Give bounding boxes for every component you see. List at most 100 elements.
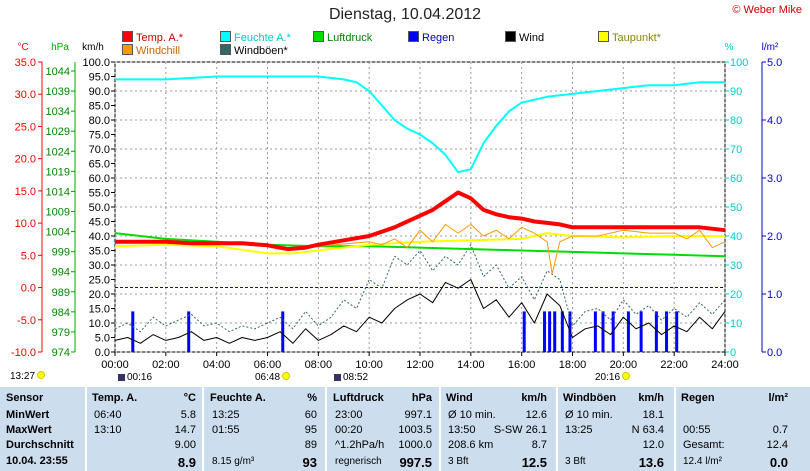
axis-unit-label: % xyxy=(725,42,734,53)
table-cell-note: 23:00 xyxy=(335,409,363,421)
sun-icon xyxy=(282,372,291,380)
copyright-text: © Weber Mike xyxy=(732,4,802,16)
event-sun: 13:27 xyxy=(10,371,46,382)
table-cell-note: 8.15 g/m³ xyxy=(212,456,255,467)
x-tick-label: 14:00 xyxy=(457,359,485,371)
legend-label: Feuchte A.* xyxy=(234,32,291,44)
table-cell-value: 14.7 xyxy=(174,424,196,436)
column-separator xyxy=(556,387,558,471)
legend-entry: Feuchte A.* xyxy=(220,31,291,44)
temp-tick-label: 35.0 xyxy=(15,57,36,69)
table-cell-value: 89 xyxy=(304,439,317,451)
legend-label: Windchill xyxy=(136,45,181,57)
event-sun: 20:16 xyxy=(595,372,631,383)
table-cell-value: 8.9 xyxy=(177,455,196,470)
legend-entry: Regen xyxy=(408,31,454,44)
table-cell-value: 13.6 xyxy=(638,455,664,470)
x-tick-label: 08:00 xyxy=(305,359,333,371)
column-header: Regen xyxy=(681,392,715,404)
wind-tick-label: 100.0 xyxy=(82,57,110,69)
table-cell-note: 13:50 xyxy=(448,424,476,436)
rain-tick-label: 3.0 xyxy=(767,173,782,185)
wind-tick-label: 80.0 xyxy=(89,115,110,127)
wind-tick-label: 15.0 xyxy=(89,304,110,316)
column-unit: hPa xyxy=(411,392,432,404)
table-cell-value: 0.0 xyxy=(769,455,788,470)
legend-label: Temp. A.* xyxy=(136,32,184,44)
table-cell-note: ^1.2hPa/h xyxy=(335,439,385,451)
column-separator xyxy=(85,387,87,471)
humidity-tick-label: 0 xyxy=(730,347,736,359)
series-line-wind xyxy=(114,279,726,344)
legend-label: Luftdruck xyxy=(327,32,373,44)
event-time: 00:16 xyxy=(127,372,153,383)
wind-tick-label: 0.0 xyxy=(95,347,110,359)
series-line-windchill xyxy=(115,223,726,275)
sun-icon xyxy=(37,371,46,379)
pressure-tick-label: 1039 xyxy=(46,86,70,98)
column-header: Feuchte A. xyxy=(210,392,266,404)
pressure-tick-label: 1034 xyxy=(46,106,70,118)
pressure-tick-label: 1024 xyxy=(46,146,70,158)
sun-icon xyxy=(622,372,631,380)
table-cell-value: 1000.0 xyxy=(398,439,432,451)
column-unit: °C xyxy=(183,392,196,404)
column-unit: km/h xyxy=(638,392,664,404)
axis-unit-label: km/h xyxy=(82,42,104,53)
wind-tick-label: 60.0 xyxy=(89,173,110,185)
pressure-tick-label: 1044 xyxy=(46,66,70,78)
row-label: 10.04. 23:55 xyxy=(6,455,68,467)
rain-bar xyxy=(601,311,605,352)
table-cell-note: 13:10 xyxy=(94,424,122,436)
stats-table: Sensor Temp. A. °C Feuchte A.% Luftdruck hPa W… xyxy=(0,387,810,471)
temp-tick-label: 0.0 xyxy=(21,283,36,295)
table-cell-value: 12.5 xyxy=(521,455,547,470)
table-cell-note: 13:25 xyxy=(565,424,593,436)
pressure-tick-label: 1004 xyxy=(46,227,70,239)
table-cell-note: regnerisch xyxy=(335,456,382,467)
wind-tick-label: 90.0 xyxy=(89,86,110,98)
series-line-taupunkt xyxy=(114,232,725,255)
rain-bar xyxy=(187,311,191,352)
table-cell-value: 12.0 xyxy=(642,439,664,451)
rain-bar xyxy=(593,311,597,352)
table-cell-value: 9.00 xyxy=(174,439,196,451)
table-cell-note: 00:20 xyxy=(335,424,363,436)
event-time: 08:52 xyxy=(343,372,369,383)
event-time: 06:48 xyxy=(255,372,281,383)
table-cell-value: 95 xyxy=(304,424,317,436)
column-separator xyxy=(674,387,676,471)
humidity-tick-label: 10 xyxy=(730,318,742,330)
legend-swatch xyxy=(220,44,231,55)
moon-icon xyxy=(118,374,125,381)
rain-tick-label: 0.0 xyxy=(767,347,782,359)
table-cell-value: N 63.4 xyxy=(631,424,664,436)
x-tick-label: 20:00 xyxy=(610,359,638,371)
weather-chart: °C hPa km/h% l/m² 35.0 30.0 25.0 20.0 15.0 10.0 5.… xyxy=(11,42,782,371)
event-time: 13:27 xyxy=(10,371,36,382)
wind-tick-label: 35.0 xyxy=(89,246,110,258)
legend-entry: Temp. A.* xyxy=(122,31,183,44)
column-header: Sensor xyxy=(6,392,44,404)
wind-tick-label: 10.0 xyxy=(89,318,110,330)
legend-swatch xyxy=(505,31,516,42)
wind-tick-label: 65.0 xyxy=(89,159,110,171)
legend-swatch xyxy=(220,31,231,42)
event-moon: 00:16 xyxy=(118,372,152,383)
wind-tick-label: 45.0 xyxy=(89,217,110,229)
rain-tick-label: 5.0 xyxy=(767,57,782,69)
pressure-tick-label: 974 xyxy=(52,347,70,359)
x-tick-label: 12:00 xyxy=(406,359,434,371)
rain-bar xyxy=(548,311,552,352)
table-cell-note: 06:40 xyxy=(94,409,122,421)
row-label: Durchschnitt xyxy=(6,439,74,451)
humidity-tick-label: 30 xyxy=(730,260,742,272)
table-cell-note: Ø 10 min. xyxy=(565,409,613,421)
legend-swatch xyxy=(122,31,133,42)
wind-tick-label: 70.0 xyxy=(89,144,110,156)
column-header: Temp. A. xyxy=(92,392,138,404)
table-cell-note: Ø 10 min. xyxy=(448,409,496,421)
temp-tick-label: 5.0 xyxy=(21,250,36,262)
table-cell-note: 13:25 xyxy=(212,409,240,421)
column-separator xyxy=(439,387,441,471)
